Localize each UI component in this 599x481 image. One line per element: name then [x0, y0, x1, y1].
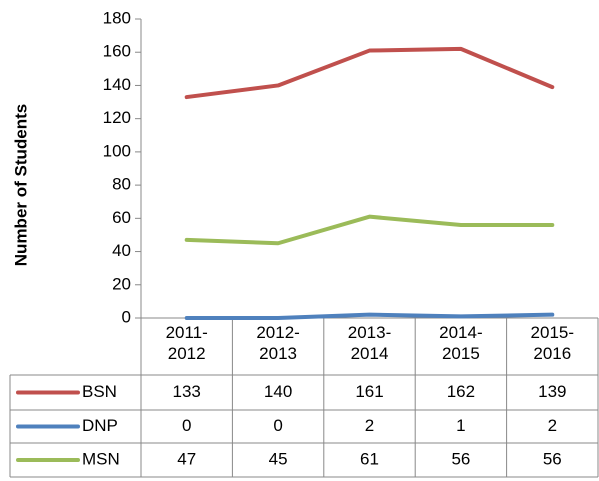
legend-label: BSN [82, 382, 117, 401]
table-value: 140 [264, 382, 292, 401]
series-line [184, 312, 555, 320]
x-tick-label: 2012-2013 [256, 323, 300, 363]
table-value: 162 [447, 382, 475, 401]
x-tick-label: 2013-2014 [347, 323, 392, 363]
y-tick-label: 60 [112, 208, 131, 227]
legend-label: DNP [82, 416, 118, 435]
legend-label: MSN [82, 449, 120, 468]
table-value: 2 [365, 416, 374, 435]
table-value: 47 [177, 449, 196, 468]
y-axis-label: Number of Students [11, 104, 30, 266]
y-tick-label: 40 [112, 241, 131, 260]
table-value: 2 [548, 416, 557, 435]
table-value: 61 [360, 449, 379, 468]
x-tick-label: 2014-2015 [439, 323, 483, 363]
y-tick-label: 100 [103, 141, 131, 160]
y-tick-label: 140 [103, 75, 131, 94]
y-tick-label: 20 [112, 274, 131, 293]
y-tick-label: 80 [112, 175, 131, 194]
y-tick-label: 160 [103, 42, 131, 61]
table-value: 139 [538, 382, 566, 401]
table-value: 161 [355, 382, 383, 401]
series-line [184, 214, 555, 246]
table-value: 1 [456, 416, 465, 435]
y-tick-label: 180 [103, 8, 131, 27]
x-tick-label: 2015-2016 [530, 323, 575, 363]
table-value: 133 [173, 382, 201, 401]
y-tick-label: 120 [103, 108, 131, 127]
x-tick-label: 2011-2012 [165, 323, 208, 363]
table-value: 56 [543, 449, 562, 468]
table-value: 45 [269, 449, 288, 468]
table-value: 56 [451, 449, 470, 468]
table-value: 0 [273, 416, 282, 435]
series-line [184, 46, 555, 100]
table-value: 0 [182, 416, 191, 435]
y-tick-label: 0 [122, 307, 131, 326]
